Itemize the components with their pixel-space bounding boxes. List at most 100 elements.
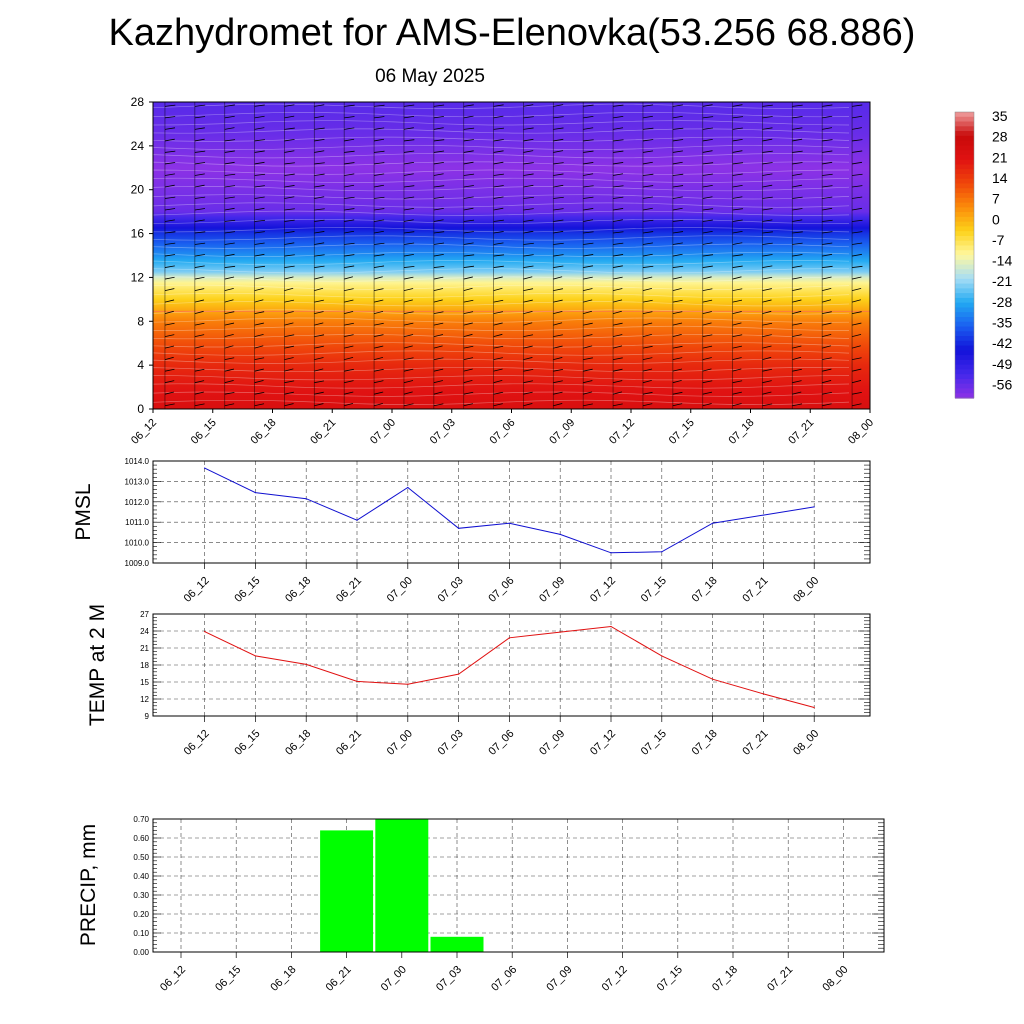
wind-barb xyxy=(851,311,862,315)
wind-barb xyxy=(314,403,324,407)
wind-barb xyxy=(822,368,832,372)
wind-barb xyxy=(374,150,385,153)
wind-barb xyxy=(612,334,623,338)
wind-barb xyxy=(642,333,652,338)
wind-barb xyxy=(822,242,833,245)
wind-barb xyxy=(493,150,504,153)
wind-barb xyxy=(583,391,593,395)
wind-barb xyxy=(433,127,444,130)
wind-barb xyxy=(284,173,295,176)
wind-barb xyxy=(523,403,533,407)
wind-barb xyxy=(224,334,234,338)
contour-line xyxy=(153,350,850,356)
wind-barb xyxy=(702,208,714,211)
colorbar-swatch xyxy=(955,369,974,375)
wind-barb xyxy=(732,242,743,245)
contour-line xyxy=(153,186,850,192)
wind-barb xyxy=(792,173,803,176)
x-tick-label: 07_03 xyxy=(436,575,466,605)
wind-barb xyxy=(164,310,174,314)
contour-line xyxy=(153,169,850,175)
wind-barb xyxy=(792,356,802,361)
wind-barb xyxy=(612,391,623,395)
wind-barb xyxy=(314,391,324,395)
wind-barb xyxy=(583,276,593,280)
wind-barb xyxy=(284,104,295,107)
wind-barb xyxy=(403,334,414,338)
data-point xyxy=(305,498,307,500)
wind-barb xyxy=(403,299,413,303)
wind-barb xyxy=(344,403,354,407)
wind-barb xyxy=(822,345,832,349)
x-tick-label: 07_03 xyxy=(434,964,464,994)
wind-barb xyxy=(612,322,623,326)
wind-barb xyxy=(642,161,653,165)
contour-line xyxy=(153,391,850,397)
wind-barb xyxy=(523,104,534,107)
wind-barb xyxy=(403,231,415,234)
wind-barb xyxy=(672,368,683,372)
wind-barb xyxy=(732,299,743,303)
wind-barb xyxy=(612,299,623,303)
wind-barb xyxy=(493,196,504,199)
wind-barb xyxy=(463,311,474,315)
wind-barb xyxy=(613,357,623,361)
wind-barb xyxy=(523,208,534,211)
wind-barb xyxy=(822,311,832,315)
y-tick-label: 1009.0 xyxy=(125,559,150,568)
wind-barb xyxy=(433,231,445,234)
contour-line xyxy=(153,194,850,200)
data-point xyxy=(458,527,460,529)
wind-barb xyxy=(314,322,324,326)
x-tick-label: 07_21 xyxy=(740,575,770,605)
wind-barb xyxy=(194,380,205,384)
colorbar-label: 28 xyxy=(992,129,1008,145)
y-tick-label: 8 xyxy=(137,314,144,328)
wind-barb xyxy=(553,322,563,326)
wind-barb xyxy=(672,333,682,338)
wind-barb xyxy=(583,185,594,188)
wind-barb xyxy=(403,115,415,119)
wind-barb xyxy=(433,299,443,303)
wind-barb xyxy=(403,139,415,142)
wind-barb xyxy=(792,242,803,245)
wind-barb xyxy=(314,287,324,291)
wind-barb xyxy=(374,127,385,130)
wind-barb xyxy=(523,219,534,222)
wind-barb xyxy=(523,138,534,142)
wind-barb xyxy=(553,368,564,372)
wind-barb xyxy=(194,310,204,314)
wind-barb xyxy=(672,231,684,234)
wind-barb xyxy=(403,161,415,165)
wind-barb xyxy=(314,265,325,268)
wind-barb xyxy=(613,116,624,119)
wind-barb xyxy=(732,196,743,199)
data-point xyxy=(458,673,460,675)
wind-barb xyxy=(583,139,594,142)
wind-barb xyxy=(851,357,862,361)
colorbar-label: -49 xyxy=(992,356,1012,372)
wind-barb xyxy=(523,162,534,165)
wind-barb xyxy=(792,162,803,165)
x-tick-label: 07_00 xyxy=(368,417,398,447)
colorbar-swatch xyxy=(955,140,974,146)
wind-barb xyxy=(344,356,354,361)
colorbar-swatch xyxy=(955,259,974,266)
wind-barb xyxy=(493,287,503,291)
wind-barb xyxy=(613,185,624,188)
wind-barb xyxy=(374,138,385,142)
x-tick-label: 06_12 xyxy=(182,728,212,758)
wind-barb xyxy=(852,242,863,245)
wind-barb xyxy=(702,138,713,142)
y-tick-label: 0.00 xyxy=(133,948,149,957)
wind-barb xyxy=(493,333,503,338)
wind-barb xyxy=(822,115,833,119)
wind-barb xyxy=(194,391,204,395)
wind-barb xyxy=(463,139,474,142)
wind-barb xyxy=(852,253,862,257)
data-point xyxy=(508,637,510,639)
colorbar-swatch xyxy=(955,150,974,156)
wind-barb xyxy=(612,403,623,407)
wind-barb xyxy=(493,299,504,303)
wind-barb xyxy=(314,380,325,384)
